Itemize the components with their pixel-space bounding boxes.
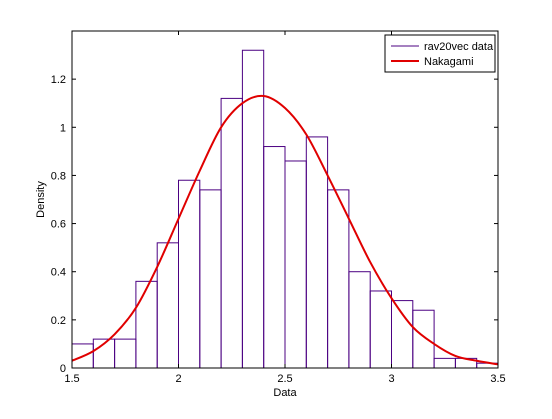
x-axis-label: Data	[273, 387, 297, 399]
y-tick-label: 0.6	[51, 219, 66, 231]
y-axis-label: Density	[35, 181, 47, 218]
y-tick-label: 0.2	[51, 315, 66, 327]
nakagami-curve	[71, 94, 499, 366]
x-tick-label: 3.5	[490, 373, 505, 385]
legend-label-nakagami: Nakagami	[424, 56, 474, 68]
x-tick-label: 3	[388, 373, 394, 385]
y-tick-label: 0.4	[51, 267, 66, 279]
x-tick-label: 1.5	[64, 373, 79, 385]
legend: rav20vec data Nakagami	[384, 34, 496, 73]
y-tick-label: 1.2	[51, 74, 66, 86]
y-tick-label: 1	[60, 122, 66, 134]
x-tick-label: 2.5	[277, 373, 292, 385]
legend-box	[384, 34, 496, 73]
fit-curve-layer	[71, 94, 499, 366]
y-tick-label: 0	[60, 363, 66, 375]
legend-label-histogram: rav20vec data	[424, 41, 494, 53]
x-tick-label: 2	[175, 373, 181, 385]
y-tick-label: 0.8	[51, 170, 66, 182]
axis-ticks: 1.5 2 2.5 3 3.5 0 0.2 0.4 0.6 0.8 1 1.2	[51, 31, 506, 385]
